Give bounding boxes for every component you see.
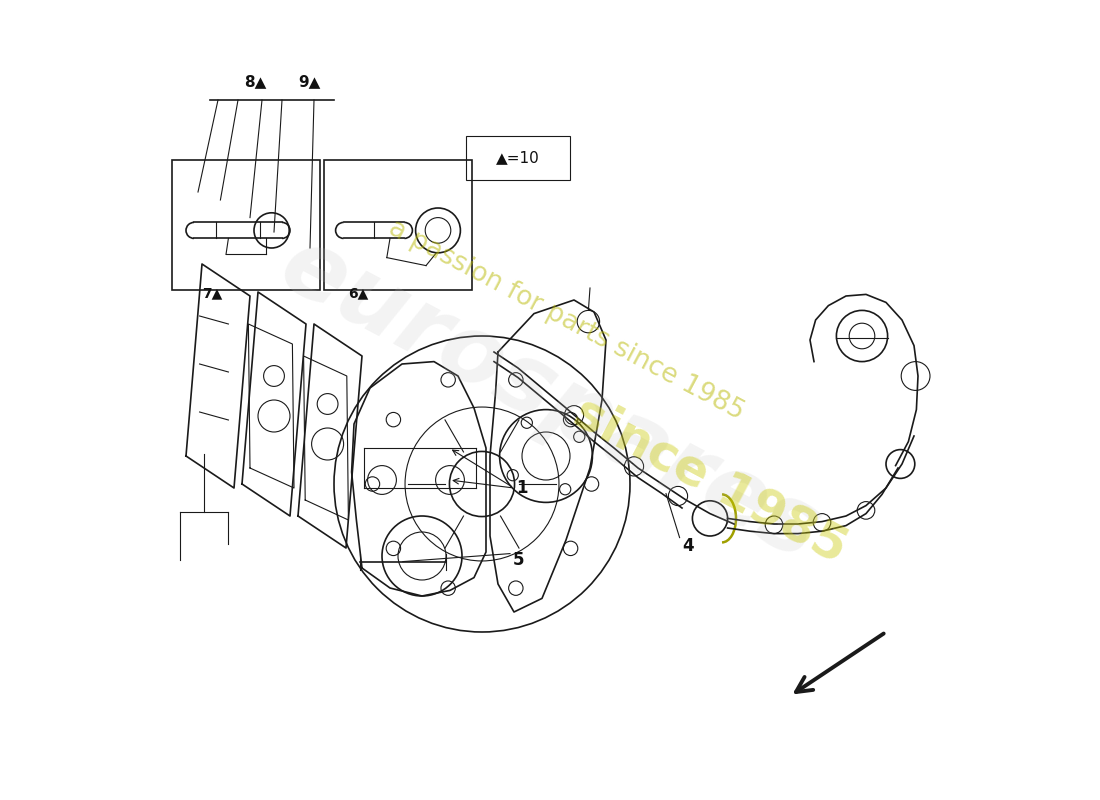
Text: 9▲: 9▲ (298, 74, 320, 89)
Text: eurospares: eurospares (265, 219, 835, 581)
Text: 4: 4 (682, 537, 694, 554)
Text: 1: 1 (516, 479, 528, 497)
Text: since 1985: since 1985 (565, 388, 855, 572)
Text: 8▲: 8▲ (244, 74, 267, 89)
Text: a passion for parts since 1985: a passion for parts since 1985 (384, 215, 748, 425)
Text: ▲=10: ▲=10 (496, 150, 540, 165)
Text: 7▲: 7▲ (202, 286, 222, 300)
Text: 6▲: 6▲ (349, 286, 368, 300)
Text: 5: 5 (513, 551, 524, 569)
